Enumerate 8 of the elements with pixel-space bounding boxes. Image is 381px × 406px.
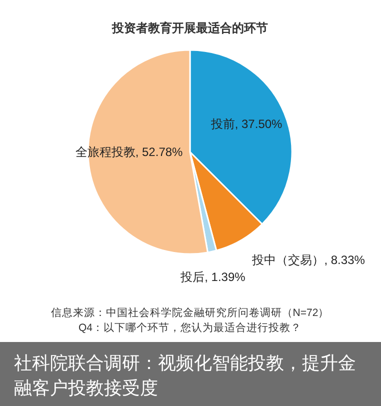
slice-label: 投中（交易）, 8.33% xyxy=(252,252,365,267)
chart-title: 投资者教育开展最适合的环节 xyxy=(111,21,268,35)
text: 信息来源：中国社会科学院金融研究所问卷调研（N=72） xyxy=(50,306,330,319)
text: 社科院联合调研：视频化智能投教，提升金融客户投教接受度 xyxy=(0,342,381,406)
slice-label: 全旅程投教, 52.78% xyxy=(75,144,183,160)
slice-label: 投前, 37.50% xyxy=(210,116,282,132)
text: Q4：以下哪个环节，您认为最适合进行投教？ xyxy=(78,321,302,334)
slice-label: 投后, 1.39% xyxy=(180,270,246,284)
